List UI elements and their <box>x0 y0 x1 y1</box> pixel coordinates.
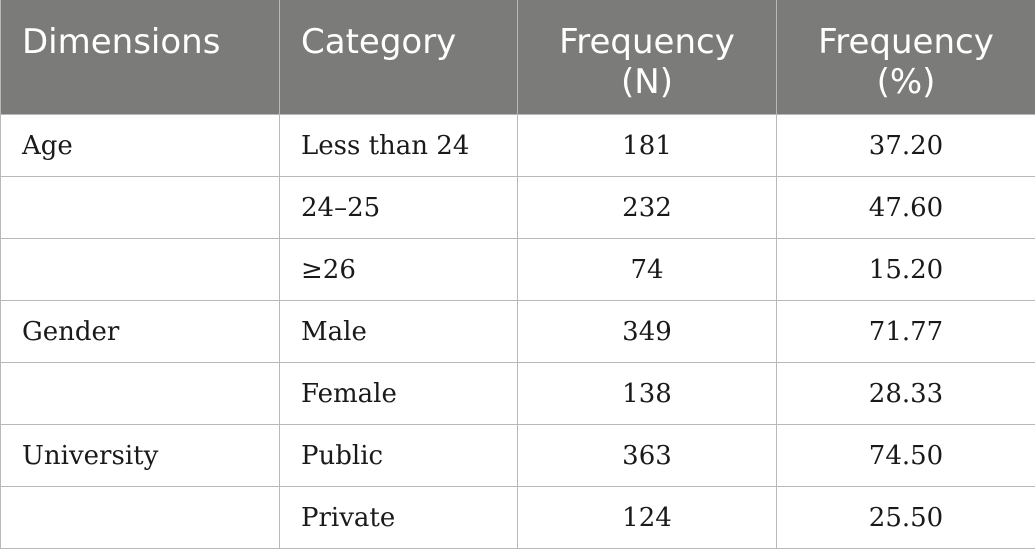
header-frequency-pct-line1: Frequency <box>818 22 994 62</box>
cell-frequency-pct: 28.33 <box>776 362 1035 425</box>
cell-frequency-n: 363 <box>517 424 777 487</box>
table-row: 24–25 232 47.60 <box>0 176 1035 239</box>
header-category: Category <box>279 0 518 115</box>
header-dimensions: Dimensions <box>0 0 280 115</box>
cell-category: Less than 24 <box>279 114 518 177</box>
cell-dimension <box>0 486 280 549</box>
table-row: University Public 363 74.50 <box>0 424 1035 487</box>
header-frequency-n-line1: Frequency <box>559 22 735 62</box>
table-row: Female 138 28.33 <box>0 362 1035 425</box>
cell-frequency-pct: 37.20 <box>776 114 1035 177</box>
header-frequency-pct: Frequency (%) <box>776 0 1035 115</box>
header-frequency-n-line2: (N) <box>621 62 673 102</box>
table-body: Age Less than 24 181 37.20 24–25 232 47.… <box>0 114 1035 549</box>
table-row: Age Less than 24 181 37.20 <box>0 114 1035 177</box>
cell-dimension <box>0 176 280 239</box>
cell-frequency-pct: 74.50 <box>776 424 1035 487</box>
cell-dimension: Gender <box>0 300 280 363</box>
cell-frequency-pct: 47.60 <box>776 176 1035 239</box>
cell-category: 24–25 <box>279 176 518 239</box>
cell-frequency-n: 74 <box>517 238 777 301</box>
table-header: Dimensions Category Frequency (N) Freque… <box>0 0 1035 115</box>
cell-frequency-n: 181 <box>517 114 777 177</box>
table-row: Gender Male 349 71.77 <box>0 300 1035 363</box>
cell-category: Private <box>279 486 518 549</box>
cell-frequency-n: 138 <box>517 362 777 425</box>
table-row: Private 124 25.50 <box>0 486 1035 549</box>
cell-category: Female <box>279 362 518 425</box>
cell-category: ≥26 <box>279 238 518 301</box>
cell-category: Public <box>279 424 518 487</box>
header-frequency-pct-line2: (%) <box>876 62 936 102</box>
cell-dimension <box>0 362 280 425</box>
cell-dimension <box>0 238 280 301</box>
cell-frequency-n: 124 <box>517 486 777 549</box>
header-frequency-n: Frequency (N) <box>517 0 777 115</box>
table-row: ≥26 74 15.20 <box>0 238 1035 301</box>
cell-frequency-n: 349 <box>517 300 777 363</box>
cell-frequency-n: 232 <box>517 176 777 239</box>
cell-frequency-pct: 15.20 <box>776 238 1035 301</box>
cell-frequency-pct: 25.50 <box>776 486 1035 549</box>
cell-dimension: Age <box>0 114 280 177</box>
cell-frequency-pct: 71.77 <box>776 300 1035 363</box>
cell-category: Male <box>279 300 518 363</box>
header-row: Dimensions Category Frequency (N) Freque… <box>0 0 1035 115</box>
cell-dimension: University <box>0 424 280 487</box>
